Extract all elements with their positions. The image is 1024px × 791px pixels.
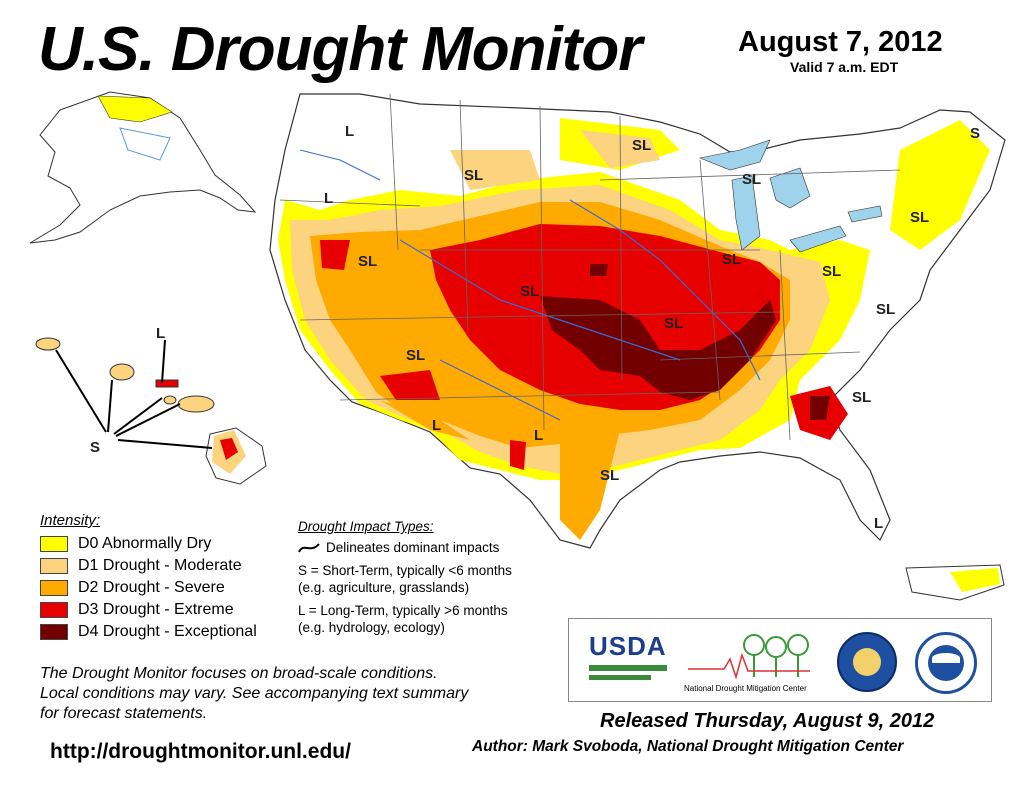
impact-long-term: L = Long-Term, typically >6 months (e.g.… — [298, 602, 568, 636]
released-date: Released Thursday, August 9, 2012 — [600, 710, 935, 732]
broad-scale-note: The Drought Monitor focuses on broad-sca… — [40, 664, 560, 724]
impact-label-l: L — [432, 417, 441, 434]
impact-label-sl: SL — [358, 253, 377, 270]
impact-label-sl: SL — [600, 467, 619, 484]
impact-label-s: S — [90, 439, 100, 456]
partner-logos: USDA National Drought Mitigation Center — [568, 618, 992, 702]
author-credit: Author: Mark Svoboda, National Drought M… — [472, 738, 904, 755]
noaa-seal-icon — [915, 632, 977, 694]
hawaii-map — [35, 337, 267, 485]
squiggle-icon — [298, 543, 320, 553]
legend-label: D0 Abnormally Dry — [78, 535, 212, 552]
legend-item-d2: D2 Drought - Severe — [40, 577, 290, 599]
doc-seal-icon — [837, 632, 897, 692]
alaska-map — [29, 91, 257, 244]
impact-delineates: Delineates dominant impacts — [298, 539, 568, 556]
note-line3: for forecast statements. — [40, 705, 208, 722]
impact-label-l: L — [534, 427, 543, 444]
ndmc-logo: National Drought Mitigation Center — [684, 629, 814, 695]
drought-monitor-link[interactable]: http://droughtmonitor.unl.edu/ — [50, 740, 351, 763]
impact-delineates-text: Delineates dominant impacts — [326, 540, 500, 555]
legend-item-d1: D1 Drought - Moderate — [40, 555, 290, 577]
usda-logo: USDA — [589, 631, 667, 680]
impact-label-sl: SL — [632, 137, 651, 154]
ndmc-trees-icon — [688, 634, 810, 680]
note-line1: The Drought Monitor focuses on broad-sca… — [40, 665, 438, 682]
legend-item-d4: D4 Drought - Exceptional — [40, 621, 290, 643]
impact-short-term: S = Short-Term, typically <6 months (e.g… — [298, 562, 568, 596]
impact-labels: L L SL SL SL S SL SL SL SL SL SL SL SL S… — [90, 123, 980, 532]
puerto-rico-map — [905, 564, 1005, 601]
impact-label-sl: SL — [722, 251, 741, 268]
legend-swatch — [40, 602, 68, 618]
impact-label-l: L — [324, 190, 333, 207]
impact-label-sl: SL — [852, 389, 871, 406]
short-term-line2: (e.g. agriculture, grasslands) — [298, 580, 470, 595]
conus-map — [269, 93, 1006, 549]
impact-label-sl: SL — [520, 283, 539, 300]
intensity-legend: Intensity: D0 Abnormally Dry D1 Drought … — [40, 512, 290, 643]
legend-label: D1 Drought - Moderate — [78, 557, 242, 574]
long-term-line2: (e.g. hydrology, ecology) — [298, 620, 445, 635]
impact-types-title: Drought Impact Types: — [298, 519, 434, 534]
legend-item-d0: D0 Abnormally Dry — [40, 533, 290, 555]
impact-label-sl: SL — [406, 347, 425, 364]
impact-label-sl: SL — [876, 301, 895, 318]
long-term-line1: L = Long-Term, typically >6 months — [298, 603, 508, 618]
legend-title: Intensity: — [40, 512, 101, 529]
usda-logo-text: USDA — [589, 631, 667, 661]
impact-types: Drought Impact Types: Delineates dominan… — [298, 518, 568, 642]
legend-label: D4 Drought - Exceptional — [78, 623, 257, 640]
impact-label-l: L — [874, 515, 883, 532]
legend-label: D3 Drought - Extreme — [78, 601, 234, 618]
legend-swatch — [40, 580, 68, 596]
short-term-line1: S = Short-Term, typically <6 months — [298, 563, 512, 578]
impact-label-l: L — [156, 325, 165, 342]
valid-time: Valid 7 a.m. EDT — [790, 59, 899, 75]
legend-label: D2 Drought - Severe — [78, 579, 225, 596]
map-title: U.S. Drought Monitor — [38, 15, 642, 84]
legend-swatch — [40, 624, 68, 640]
impact-label-sl: SL — [464, 167, 483, 184]
impact-label-s: S — [970, 125, 980, 142]
legend-swatch — [40, 558, 68, 574]
note-line2: Local conditions may vary. See accompany… — [40, 685, 469, 702]
impact-label-sl: SL — [910, 209, 929, 226]
map-date: August 7, 2012 — [738, 26, 943, 58]
impact-label-l: L — [345, 123, 354, 140]
impact-label-sl: SL — [822, 263, 841, 280]
legend-item-d3: D3 Drought - Extreme — [40, 599, 290, 621]
impact-label-sl: SL — [742, 171, 761, 188]
ndmc-logo-text: National Drought Mitigation Center — [684, 684, 807, 693]
impact-label-sl: SL — [664, 315, 683, 332]
legend-swatch — [40, 536, 68, 552]
